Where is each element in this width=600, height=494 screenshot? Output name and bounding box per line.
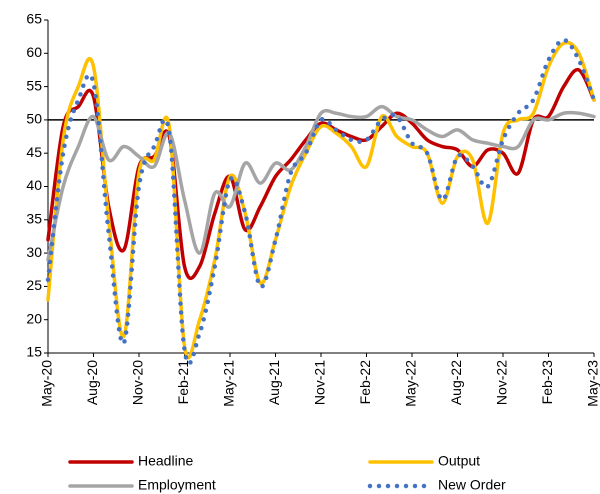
x-tick-label: Aug-21 bbox=[266, 360, 282, 405]
x-tick-label: May-22 bbox=[403, 360, 419, 407]
x-tick-label: Nov-21 bbox=[312, 360, 328, 405]
y-tick-label: 45 bbox=[26, 144, 42, 160]
x-tick-label: Feb-23 bbox=[539, 360, 555, 405]
y-tick-label: 50 bbox=[26, 111, 42, 127]
x-tick-label: May-23 bbox=[585, 360, 600, 407]
legend-label: Output bbox=[438, 453, 480, 469]
y-tick-label: 25 bbox=[26, 277, 42, 293]
y-tick-label: 30 bbox=[26, 244, 42, 260]
legend-label: Headline bbox=[138, 453, 193, 469]
y-tick-label: 60 bbox=[26, 44, 42, 60]
y-tick-label: 35 bbox=[26, 211, 42, 227]
series-line bbox=[46, 40, 596, 360]
x-tick-label: Aug-20 bbox=[84, 360, 100, 405]
x-tick-label: Feb-21 bbox=[175, 360, 191, 405]
x-tick-label: Feb-22 bbox=[357, 360, 373, 405]
y-tick-label: 55 bbox=[26, 77, 42, 93]
series-line bbox=[45, 37, 597, 366]
y-tick-label: 40 bbox=[26, 177, 42, 193]
y-tick-label: 65 bbox=[26, 11, 42, 27]
x-tick-label: May-21 bbox=[221, 360, 237, 407]
legend-label: Employment bbox=[138, 477, 216, 493]
x-tick-label: Nov-22 bbox=[494, 360, 510, 405]
series-line bbox=[46, 67, 596, 281]
y-tick-label: 20 bbox=[26, 310, 42, 326]
x-tick-label: Nov-20 bbox=[130, 360, 146, 405]
legend-label: New Order bbox=[438, 477, 506, 493]
series-line bbox=[46, 104, 596, 262]
x-tick-label: Aug-22 bbox=[448, 360, 464, 405]
x-tick-label: May-20 bbox=[39, 360, 55, 407]
y-tick-label: 15 bbox=[26, 344, 42, 360]
